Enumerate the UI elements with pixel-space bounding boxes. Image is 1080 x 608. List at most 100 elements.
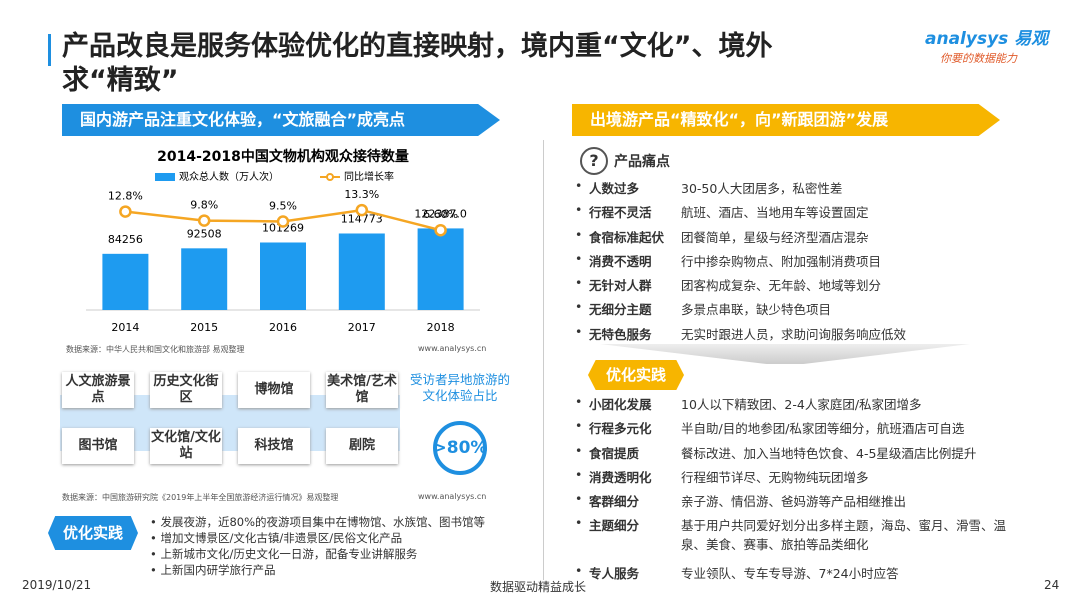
item-desc: 行中掺杂购物点、附加强制消费项目 <box>681 253 882 269</box>
right-banner: 出境游产品“精致化“，向”新跟团游”发展 <box>572 104 1000 136</box>
title-accent <box>48 34 51 66</box>
divider <box>543 140 544 580</box>
list-item: • 小团化发展 10人以下精致团、2-4人家庭团/私家团增多 <box>575 394 1011 418</box>
venue: 博物馆 <box>238 372 310 408</box>
x-tick-label: 2018 <box>427 321 455 334</box>
logo: analysys 易观 <box>925 29 1049 49</box>
bar <box>260 242 306 310</box>
bullet: • 上新国内研学旅行产品 <box>150 563 276 577</box>
item-desc: 亲子游、情侣游、爸妈游等产品相继推出 <box>681 494 907 510</box>
item-desc: 专业领队、专车专导游、7*24小时应答 <box>681 566 899 582</box>
bullet-dot: • <box>575 442 583 458</box>
bullet: • 增加文博景区/文化古镇/非遗景区/民俗文化产品 <box>150 531 403 545</box>
source: 数据来源：中国旅游研究院《2019年上半年全国旅游经济运行情况》易观整理 <box>62 493 339 502</box>
list-item: • 消费不透明 行中掺杂购物点、附加强制消费项目 <box>575 251 1011 275</box>
page-number: 24 <box>1044 578 1060 592</box>
list-item: • 无细分主题 多景点串联，缺少特色项目 <box>575 299 1011 323</box>
venue: 剧院 <box>326 428 398 464</box>
bar-label: 122387.0 <box>414 207 467 220</box>
item-term: 小团化发展 <box>589 397 652 412</box>
bar-label: 84256 <box>108 233 143 246</box>
bullet-dot: • <box>575 515 583 531</box>
item-desc: 航班、酒店、当地用车等设置固定 <box>681 205 869 221</box>
line-label: 9.8% <box>190 199 218 212</box>
line-label: 12.8% <box>108 190 143 203</box>
item-term: 主题细分 <box>589 518 640 534</box>
venue: 图书馆 <box>62 428 134 464</box>
bar <box>417 228 464 310</box>
left-banner: 国内游产品注重文化体验，“文旅融合”成亮点 <box>62 104 500 136</box>
list-item: • 主题细分 基于用户共同爱好划分出多样主题，海岛、蜜月、滑雪、温泉、美食、赛事、旅… <box>575 515 1011 563</box>
bar-label: 114773 <box>341 212 383 225</box>
pain-list: • 人数过多 30-50人大团居多，私密性差 • 行程不灵活 航班、酒店、当地用车等设置固… <box>575 178 1011 348</box>
item-term: 无细分主题 <box>589 302 652 318</box>
list-item: • 行程多元化 半自助/目的地参团/私家团等细分，航班酒店可自选 <box>575 418 1011 442</box>
bullet-dot: • <box>575 418 583 434</box>
bullet-dot: • <box>575 323 583 339</box>
legend-dot <box>326 173 334 181</box>
item-desc: 30-50人大团居多，私密性差 <box>681 181 843 196</box>
slogan: 你要的数据能力 <box>940 52 1017 65</box>
x-tick-label: 2017 <box>348 321 376 334</box>
bar <box>102 253 149 310</box>
bullet-dot: • <box>575 226 583 242</box>
legend-label: 同比增长率 <box>344 170 394 183</box>
bullet-dot: • <box>575 563 583 579</box>
website: www.analysys.cn <box>418 492 487 501</box>
line-label: 13.3% <box>344 188 379 201</box>
line-label: 9.5% <box>269 200 297 213</box>
stat-value: >80% <box>433 421 487 475</box>
bullet: • 发展夜游，近80%的夜游项目集中在博物馆、水族馆、图书馆等 <box>150 515 486 529</box>
list-item: • 无针对人群 团客构成复杂、无年龄、地域等划分 <box>575 275 1011 299</box>
optimize-label: 优化实践 <box>48 516 138 550</box>
line-point <box>197 214 211 227</box>
bullet: • 上新城市文化/历史文化一日游，配备专业讲解服务 <box>150 547 418 561</box>
item-desc: 多景点串联，缺少特色项目 <box>681 302 832 318</box>
item-desc: 10人以下精致团、2-4人家庭团/私家团增多 <box>681 397 922 412</box>
footer-center: 数据驱动精益成长 <box>490 580 587 594</box>
venue: 文化馆/文化站 <box>150 428 222 464</box>
item-term: 专人服务 <box>589 566 640 582</box>
list-item: • 行程不灵活 航班、酒店、当地用车等设置固定 <box>575 202 1011 226</box>
bar <box>181 248 228 310</box>
list-item: • 客群细分 亲子游、情侣游、爸妈游等产品相继推出 <box>575 491 1011 515</box>
legend-swatch <box>155 173 175 181</box>
item-term: 消费不透明 <box>589 253 652 269</box>
chart-title: 2014-2018中国文物机构观众接待数量 <box>157 148 409 165</box>
item-desc: 团餐简单，星级与经济型酒店混杂 <box>681 229 869 245</box>
venue: 历史文化街区 <box>150 372 222 408</box>
item-desc: 无实时跟进人员，求助问询服务响应低效 <box>681 326 907 342</box>
venue: 科技馆 <box>238 428 310 464</box>
x-tick-label: 2016 <box>269 321 297 334</box>
opt-title: 优化实践 <box>588 360 684 390</box>
source: 数据来源：中华人民共和国文化和旅游部 易观整理 <box>66 345 245 354</box>
venue: 美术馆/艺术馆 <box>326 372 398 408</box>
slide-title: 产品改良是服务体验优化的直接映射，境内重“文化”、境外求“精致” <box>62 31 773 96</box>
legend-label: 观众总人数（万人次） <box>179 170 279 183</box>
item-term: 无针对人群 <box>589 278 652 294</box>
item-desc: 团客构成复杂、无年龄、地域等划分 <box>681 278 882 294</box>
list-item: • 无特色服务 无实时跟进人员，求助问询服务响应低效 <box>575 324 1011 348</box>
bullet-dot: • <box>575 202 583 218</box>
x-tick-label: 2014 <box>111 321 139 334</box>
line-point <box>276 215 290 228</box>
opt-list: • 小团化发展 10人以下精致团、2-4人家庭团/私家团增多 • 行程多元化 半自助/目的… <box>575 394 1011 588</box>
item-desc: 半自助/目的地参团/私家团等细分，航班酒店可自选 <box>681 421 965 437</box>
list-item: • 食宿提质 餐标改进、加入当地特色饮食、4-5星级酒店比例提升 <box>575 443 1011 467</box>
item-desc: 餐标改进、加入当地特色饮食、4-5星级酒店比例提升 <box>681 445 977 461</box>
line-point <box>434 223 447 237</box>
item-desc: 基于用户共同爱好划分出多样主题，海岛、蜜月、滑雪、温泉、美食、赛事、旅拍等品类细… <box>681 518 1007 553</box>
line-label: 6.60% <box>423 208 458 221</box>
pain-title: 产品痛点 <box>614 154 670 170</box>
bullet-dot: • <box>575 466 583 482</box>
line-point <box>119 205 132 218</box>
item-term: 人数过多 <box>589 181 640 196</box>
bullet-dot: • <box>575 394 583 409</box>
item-term: 客群细分 <box>589 494 640 510</box>
list-item: • 食宿标准起伏 团餐简单，星级与经济型酒店混杂 <box>575 227 1011 251</box>
date: 2019/10/21 <box>22 578 92 592</box>
list-item: • 人数过多 30-50人大团居多，私密性差 <box>575 178 1011 202</box>
item-desc: 行程细节详尽、无购物纯玩团增多 <box>681 469 869 485</box>
